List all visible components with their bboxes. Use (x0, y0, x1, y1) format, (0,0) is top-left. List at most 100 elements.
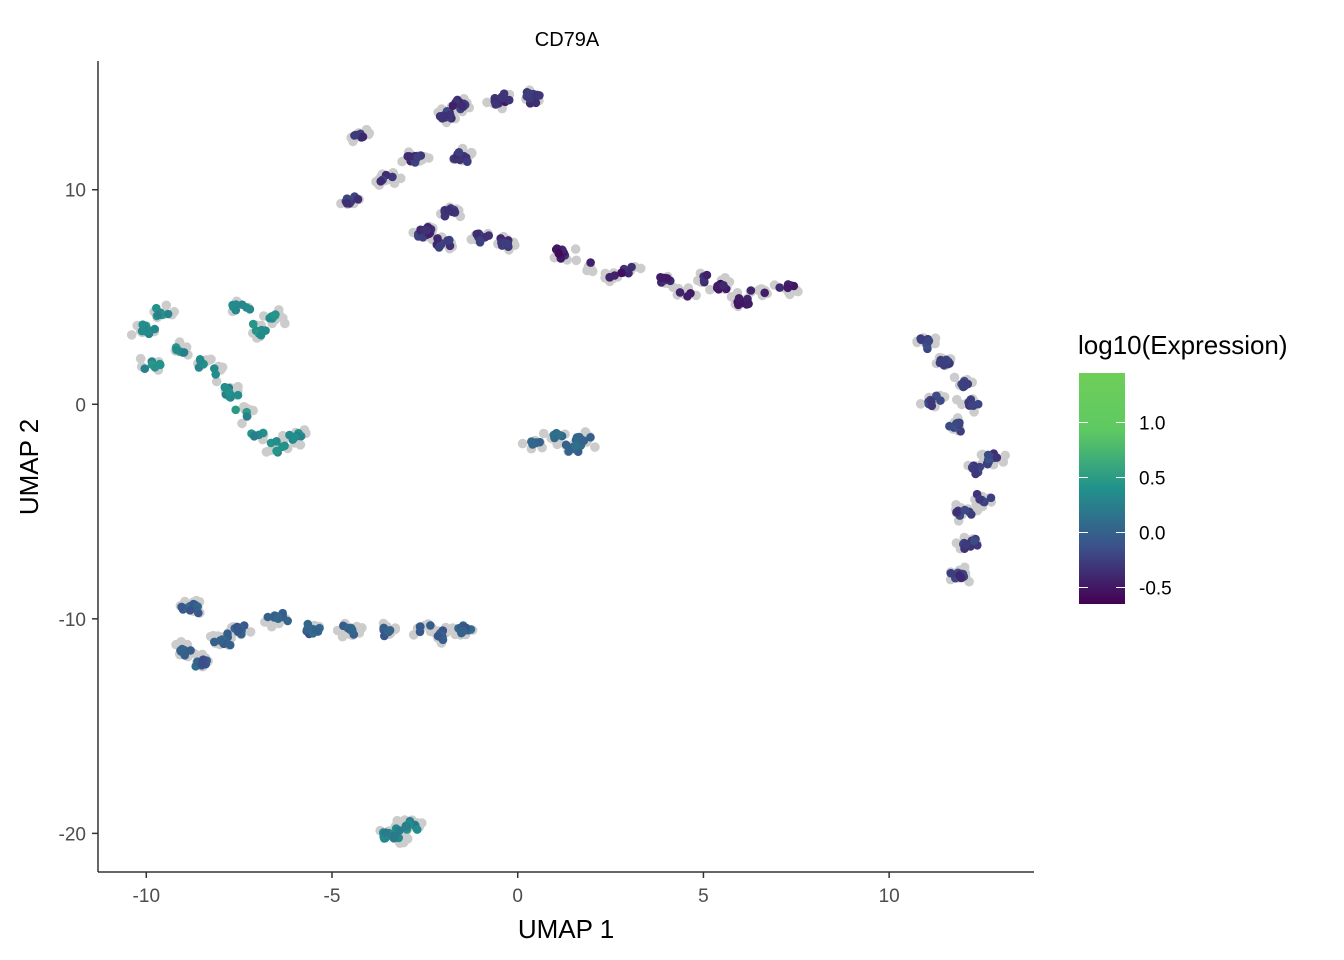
expression-point (138, 320, 147, 330)
background-point (397, 156, 407, 167)
background-point (266, 621, 277, 632)
expression-point (228, 300, 237, 310)
expression-point (531, 98, 541, 108)
x-tick-label: 10 (879, 886, 900, 907)
background-point (233, 381, 243, 392)
expression-point (524, 89, 534, 98)
expression-point (249, 432, 259, 441)
background-point (998, 457, 1009, 467)
x-tick-label: 0 (512, 886, 523, 907)
expression-point (403, 152, 413, 161)
expression-point (586, 258, 595, 267)
y-ticks: -20 -10 0 10 (59, 181, 98, 845)
expression-point (971, 469, 980, 479)
expression-point (422, 225, 432, 235)
expression-point (975, 495, 984, 504)
expression-point (395, 826, 404, 835)
expression-point (579, 436, 589, 446)
expression-point (283, 616, 293, 626)
expression-point (434, 243, 444, 252)
expression-point (983, 450, 993, 460)
plot-title: CD79A (535, 29, 600, 51)
expression-point (381, 828, 390, 837)
x-tick-label: -5 (324, 886, 341, 907)
expression-point (220, 382, 230, 392)
expression-point (936, 396, 945, 405)
expression-point (675, 288, 685, 297)
expression-point (223, 629, 232, 638)
expression-point (433, 631, 443, 641)
expression-point (426, 621, 435, 630)
legend-tick-label: 0.0 (1139, 524, 1165, 545)
background-point (135, 353, 146, 364)
expression-point (953, 418, 962, 428)
expression-point (586, 433, 595, 442)
expression-point (353, 195, 363, 204)
expression-point (234, 626, 243, 635)
expression-point (959, 379, 968, 388)
expression-point (433, 234, 442, 243)
background-point (126, 330, 137, 340)
expression-point (389, 831, 399, 840)
expression-point (348, 626, 357, 636)
background-point (705, 284, 715, 295)
expression-point (775, 283, 784, 292)
expression-point (350, 131, 359, 140)
expression-point (617, 268, 626, 278)
expression-point (986, 493, 996, 503)
expression-point (445, 110, 454, 120)
expression-point (610, 271, 619, 280)
background-point (571, 255, 582, 266)
expression-point (248, 319, 258, 329)
background-point (211, 376, 222, 387)
expression-point (185, 606, 195, 615)
expression-point (746, 286, 756, 295)
expression-point (242, 412, 252, 421)
expression-point (412, 825, 422, 834)
expression-point (961, 540, 970, 549)
expression-point (535, 437, 544, 447)
expression-point (475, 236, 485, 246)
y-tick-label: 0 (75, 395, 86, 416)
expression-point (137, 326, 147, 336)
expression-point (278, 442, 287, 452)
background-point (949, 372, 960, 383)
expression-point (445, 206, 454, 216)
background-point (915, 399, 926, 409)
expression-point (924, 336, 934, 346)
legend-title: log10(Expression) (1078, 330, 1288, 360)
expression-point (503, 239, 513, 249)
expression-point (719, 281, 728, 290)
background-point (590, 442, 600, 452)
legend-tick-label: 1.0 (1139, 414, 1165, 435)
expression-point (342, 199, 352, 208)
expression-point (198, 660, 207, 669)
points-layer (126, 85, 1010, 848)
expression-point (210, 637, 219, 647)
expression-point (210, 364, 219, 373)
expression-point (152, 303, 161, 313)
expression-point (448, 101, 458, 110)
legend-ticks: 1.0 0.5 0.0 -0.5 (1079, 414, 1172, 600)
expression-point (957, 573, 966, 583)
expression-point (554, 249, 564, 258)
expression-point (242, 303, 251, 312)
expression-point (290, 432, 300, 442)
expression-point (163, 309, 173, 319)
background-point (280, 318, 290, 329)
expression-points (137, 88, 1002, 843)
x-tick-label: 5 (698, 886, 709, 907)
background-point (357, 623, 367, 633)
background-point (517, 438, 528, 449)
expression-point (384, 627, 393, 637)
expression-point (744, 299, 753, 309)
expression-point (256, 330, 266, 340)
expression-point (413, 153, 422, 162)
expression-point (549, 430, 559, 440)
expression-point (992, 453, 1002, 462)
expression-point (967, 400, 977, 410)
expression-point (233, 390, 243, 400)
background-point (720, 273, 730, 283)
expression-point (458, 101, 467, 111)
